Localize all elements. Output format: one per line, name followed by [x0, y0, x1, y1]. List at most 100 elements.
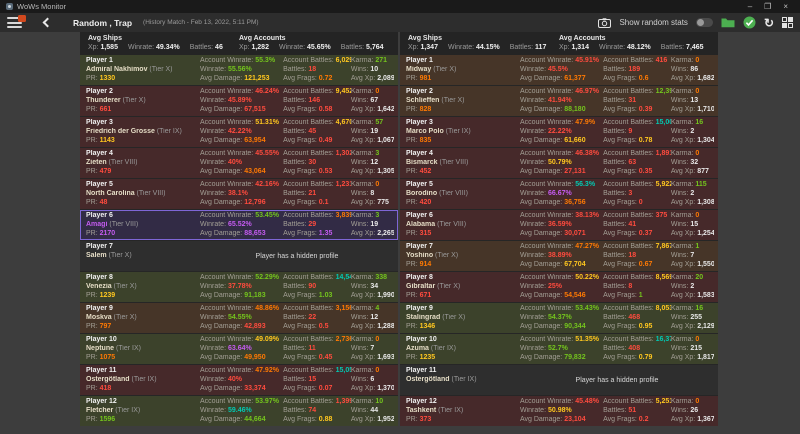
player-row[interactable]: Player 9 Moskva (Tier X) PR: 797 Account Wi…	[80, 303, 398, 333]
player-row[interactable]: Player 9 Stalingrad (Tier X) PR: 1346 Accou…	[400, 303, 718, 333]
stat-wins: Wins: 7	[351, 345, 394, 354]
stat-avg-frags-label: Avg Frags:	[283, 167, 319, 175]
stat-pr-label: PR:	[86, 198, 100, 206]
close-button[interactable]: ×	[783, 2, 788, 11]
stat-col-winrates: Account Winrate: 48.86% Winrate: 54.55% Av…	[200, 305, 283, 332]
player-row[interactable]: Player 11 Östergötland (Tier IX) PR: 418 Ac…	[80, 365, 398, 395]
stat-winrate-value: 50.79%	[547, 158, 572, 166]
minimize-button[interactable]: –	[747, 2, 753, 11]
player-row[interactable]: Player 4 Zieten (Tier VIII) PR: 479 Account…	[80, 148, 398, 178]
ship-name: Venezia (Tier X)	[86, 282, 137, 290]
stat-karma: Karma: 0	[671, 336, 714, 345]
check-circle-icon[interactable]	[743, 16, 756, 29]
player-row[interactable]: Player 5 Borodino (Tier VIII) PR: 420 Accou…	[400, 179, 718, 209]
player-row[interactable]: Player 3 Marco Polo (Tier IX) PR: 835 Accou…	[400, 117, 718, 147]
player-row[interactable]: Player 5 North Carolina (Tier VIII) PR: 48…	[80, 179, 398, 209]
menu-icon[interactable]	[7, 15, 26, 28]
stat-col-karma: Karma: 10 Wins: 44 Avg Xp: 1,952	[351, 398, 394, 425]
stat-account-winrate-label: Account Winrate:	[199, 119, 256, 126]
stat-account-winrate: Account Winrate: 53.45%	[200, 212, 283, 221]
stat-account-winrate-value: 56.3%	[575, 181, 596, 188]
stat-battles-label: Battles:	[283, 96, 309, 104]
back-button[interactable]	[42, 17, 53, 28]
player-row[interactable]: Player 2 Thunderer (Tier X) PR: 661 Account…	[80, 86, 398, 116]
stat-avg-xp: Avg Xp: 1,990	[351, 292, 394, 301]
stat-karma-value: 0	[695, 57, 700, 64]
stat-karma-label: Karma:	[350, 336, 376, 343]
stat-karma-label: Karma:	[670, 150, 696, 157]
stat-wins: Wins: 2	[671, 128, 714, 137]
stat-winrate: Winrate: 37.78%	[200, 283, 283, 292]
stat-avg-damage-label: Avg Damage:	[199, 353, 245, 361]
player-row[interactable]: Player 3 Friedrich der Grosse (Tier IX) PR…	[80, 117, 398, 147]
player-row[interactable]: Player 10 Neptune (Tier IX) PR: 1075 Accoun…	[80, 334, 398, 364]
stat-col-karma: Karma: 0 Wins: 6 Avg Xp: 1,370	[351, 367, 394, 394]
stat-col-karma: Karma: 0 Wins: 26 Avg Xp: 1,367	[671, 398, 714, 425]
stat-avg-damage-value: 43,064	[244, 167, 266, 175]
stat-avg-damage-value: 54,546	[564, 291, 586, 299]
stat-account-battles-value: 15,053	[335, 367, 351, 374]
stat-winrate-label: Winrate:	[519, 158, 548, 166]
player-row[interactable]: Player 6 Alabama (Tier VIII) PR: 315 Accoun…	[400, 210, 718, 240]
camera-icon[interactable]	[598, 17, 612, 28]
stat-account-battles: Account Battles: 1,399	[283, 398, 351, 407]
stat-wins: Wins: 19	[351, 128, 394, 137]
stat-battles-label: Battles:	[283, 220, 309, 228]
stat-avg-damage: Avg Damage: 88,653	[200, 230, 283, 239]
player-row[interactable]: Player 7 Salem (Tier X) Player has a hidde…	[80, 241, 398, 271]
maximize-button[interactable]: ❐	[764, 2, 772, 11]
stat-account-battles: Account Battles: 6,029	[283, 57, 351, 66]
stat-account-battles: Account Battles: 4,670	[283, 119, 351, 128]
stat-battles: Battles: 45	[283, 128, 351, 137]
stat-pr-label: PR:	[86, 384, 100, 392]
stat-battles-label: Battles:	[283, 282, 309, 290]
stat-account-battles-label: Account Battles:	[283, 336, 336, 343]
player-row[interactable]: Player 1 Midway (Tier X) PR: 981 Account Wi…	[400, 55, 718, 85]
stat-account-battles-label: Account Battles:	[603, 119, 656, 126]
stat-avg-xp-label: Avg Xp:	[670, 260, 698, 268]
stat-pr-label: PR:	[406, 353, 420, 361]
stat-wins-value: 6	[370, 375, 375, 383]
player-row[interactable]: Player 4 Bismarck (Tier VIII) PR: 452 Accou…	[400, 148, 718, 178]
stat-avg-xp: Avg Xp: 2,265	[351, 230, 394, 239]
stat-account-winrate: Account Winrate: 46.38%	[520, 150, 603, 159]
stat-avg-xp-value: 1,254	[697, 229, 714, 237]
ship-name: Östergötland (Tier IX)	[86, 375, 157, 383]
ship-name: Stalingrad (Tier X)	[406, 313, 466, 321]
player-row[interactable]: Player 10 Azuma (Tier IX) PR: 1235 Account …	[400, 334, 718, 364]
stat-col-karma: Karma: 3 Wins: 12 Avg Xp: 1,305	[351, 150, 394, 177]
stat-winrate: Winrate: 38.89%	[520, 252, 603, 261]
stat-avg-damage-label: Avg Damage:	[519, 322, 565, 330]
player-row[interactable]: Player 2 Schlieffen (Tier X) PR: 828 Accoun…	[400, 86, 718, 116]
stat-account-battles-label: Account Battles:	[603, 274, 656, 281]
stat-karma-value: 0	[375, 181, 380, 188]
stat-wins: Wins: 19	[351, 221, 394, 230]
player-row[interactable]: Player 11 Östergötland (Tier IX) Player ha…	[400, 365, 718, 395]
stat-avg-frags-label: Avg Frags:	[283, 198, 319, 206]
stat-avg-damage-value: 42,893	[244, 322, 266, 330]
ship-name: Borodino (Tier VIII)	[406, 189, 468, 197]
stat-wins-value: 7	[690, 251, 695, 259]
stat-winrate: Winrate: 40%	[200, 159, 283, 168]
player-row[interactable]: Player 6 Amagi (Tier VIII) PR: 2170 Account…	[80, 210, 398, 240]
stat-pr: PR: 1239	[86, 292, 200, 301]
stat-avg-xp-value: 1,583	[697, 291, 714, 299]
player-row[interactable]: Player 7 Yoshino (Tier X) PR: 914 Account W…	[400, 241, 718, 271]
stat-col-winrates: Account Winrate: 46.38% Winrate: 50.79% Av…	[520, 150, 603, 177]
player-name: Player 4	[86, 150, 113, 157]
ship-name: Midway (Tier X)	[406, 65, 457, 73]
stat-avg-damage-value: 79,832	[564, 353, 586, 361]
player-identity: Player 1 Admiral Nakhimov (Tier X) PR: 133…	[86, 57, 200, 84]
stat-pr: PR: 828	[406, 106, 520, 115]
avg-ships-group: Avg Ships Xp: 1,585 Winrate: 49.34% Battles…	[88, 35, 239, 52]
player-row[interactable]: Player 12 Fletcher (Tier IX) PR: 1596 Accou…	[80, 396, 398, 426]
folder-icon[interactable]	[721, 17, 735, 28]
apps-grid-icon[interactable]	[782, 17, 793, 28]
player-row[interactable]: Player 1 Admiral Nakhimov (Tier X) PR: 133…	[80, 55, 398, 85]
player-row[interactable]: Player 8 Gibraltar (Tier X) PR: 671 Account…	[400, 272, 718, 302]
refresh-icon[interactable]: ↻	[763, 15, 774, 30]
player-row[interactable]: Player 8 Venezia (Tier X) PR: 1239 Account …	[80, 272, 398, 302]
player-row[interactable]: Player 12 Tashkent (Tier IX) PR: 373 Accoun…	[400, 396, 718, 426]
stat-avg-xp-value: 775	[377, 198, 389, 206]
show-random-stats-toggle[interactable]	[695, 18, 713, 27]
